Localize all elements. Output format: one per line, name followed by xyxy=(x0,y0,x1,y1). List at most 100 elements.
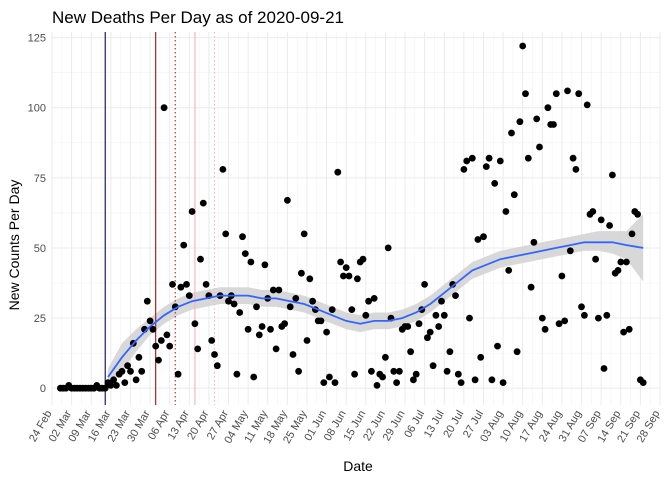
data-point xyxy=(533,115,541,123)
data-point xyxy=(292,295,300,302)
data-point xyxy=(466,314,473,322)
data-point xyxy=(440,311,448,319)
data-point xyxy=(373,382,381,389)
data-point xyxy=(494,342,501,350)
data-point xyxy=(135,353,143,361)
data-point xyxy=(199,199,207,207)
data-point xyxy=(555,320,563,328)
data-point xyxy=(393,379,400,386)
data-point xyxy=(519,42,527,50)
data-point xyxy=(284,196,291,204)
data-point xyxy=(334,168,342,176)
data-point xyxy=(244,325,252,333)
data-point xyxy=(595,314,602,322)
data-point xyxy=(522,90,529,98)
data-point xyxy=(253,303,260,311)
data-point xyxy=(566,247,574,255)
data-point xyxy=(426,328,434,336)
data-point xyxy=(480,233,487,241)
data-point xyxy=(382,353,389,361)
data-point xyxy=(536,143,543,151)
data-point xyxy=(516,118,524,126)
data-point xyxy=(342,264,350,271)
data-point xyxy=(558,272,566,280)
data-point xyxy=(331,379,339,386)
smooth-trend xyxy=(107,241,644,378)
data-point xyxy=(625,325,633,333)
data-point xyxy=(544,104,552,112)
data-point xyxy=(412,370,420,378)
data-point xyxy=(390,367,398,375)
data-point xyxy=(320,379,328,386)
data-point xyxy=(561,317,569,325)
data-point xyxy=(110,376,117,384)
data-point xyxy=(309,297,316,305)
data-point xyxy=(628,230,636,238)
data-point xyxy=(435,323,443,330)
data-point xyxy=(337,258,344,266)
data-point xyxy=(362,311,370,319)
data-point xyxy=(589,208,597,215)
data-point xyxy=(236,309,244,316)
data-point xyxy=(241,250,249,257)
data-point xyxy=(508,129,515,137)
data-point xyxy=(157,337,165,344)
y-tick-label: 50 xyxy=(34,243,46,255)
data-point xyxy=(510,191,518,199)
data-point xyxy=(275,286,283,294)
data-point xyxy=(183,281,190,288)
data-point xyxy=(272,345,280,353)
chart-title: New Deaths Per Day as of 2020-09-21 xyxy=(52,8,344,27)
data-point xyxy=(213,362,221,370)
data-point xyxy=(527,283,535,291)
data-point xyxy=(614,267,622,274)
data-point xyxy=(623,258,630,266)
data-point xyxy=(432,311,440,319)
data-point xyxy=(634,210,641,218)
data-point xyxy=(174,370,182,378)
data-point xyxy=(298,269,305,277)
data-point xyxy=(499,379,507,386)
data-point xyxy=(163,331,171,339)
data-point xyxy=(384,244,392,252)
data-point xyxy=(230,300,238,308)
y-axis-title: New Counts Per Day xyxy=(6,180,22,311)
data-point xyxy=(188,208,196,215)
data-point xyxy=(208,337,216,344)
data-point xyxy=(359,255,367,263)
data-point xyxy=(202,281,210,288)
data-point xyxy=(443,367,451,375)
data-point xyxy=(572,166,580,173)
data-point xyxy=(300,230,308,238)
data-point xyxy=(550,121,557,128)
data-point xyxy=(415,320,423,328)
data-point xyxy=(609,171,616,179)
data-point xyxy=(530,238,538,246)
data-point xyxy=(396,367,403,375)
x-axis-title: Date xyxy=(343,458,373,474)
data-point xyxy=(575,90,583,98)
data-point xyxy=(219,166,227,173)
data-point xyxy=(149,325,157,333)
data-point xyxy=(303,337,311,344)
data-point xyxy=(211,351,218,358)
data-point xyxy=(600,365,608,372)
data-points xyxy=(57,42,647,392)
data-point xyxy=(404,323,412,330)
data-point xyxy=(143,297,151,305)
data-point xyxy=(581,311,588,319)
data-point xyxy=(197,255,204,263)
y-tick-label: 0 xyxy=(40,383,46,395)
data-point xyxy=(368,367,375,375)
data-point xyxy=(121,379,129,386)
data-point xyxy=(471,376,479,384)
data-point xyxy=(370,295,378,302)
data-point xyxy=(146,317,154,325)
data-point xyxy=(488,376,496,384)
data-point xyxy=(185,292,193,299)
data-point xyxy=(438,297,445,305)
data-point xyxy=(247,258,255,266)
data-point xyxy=(261,261,269,269)
